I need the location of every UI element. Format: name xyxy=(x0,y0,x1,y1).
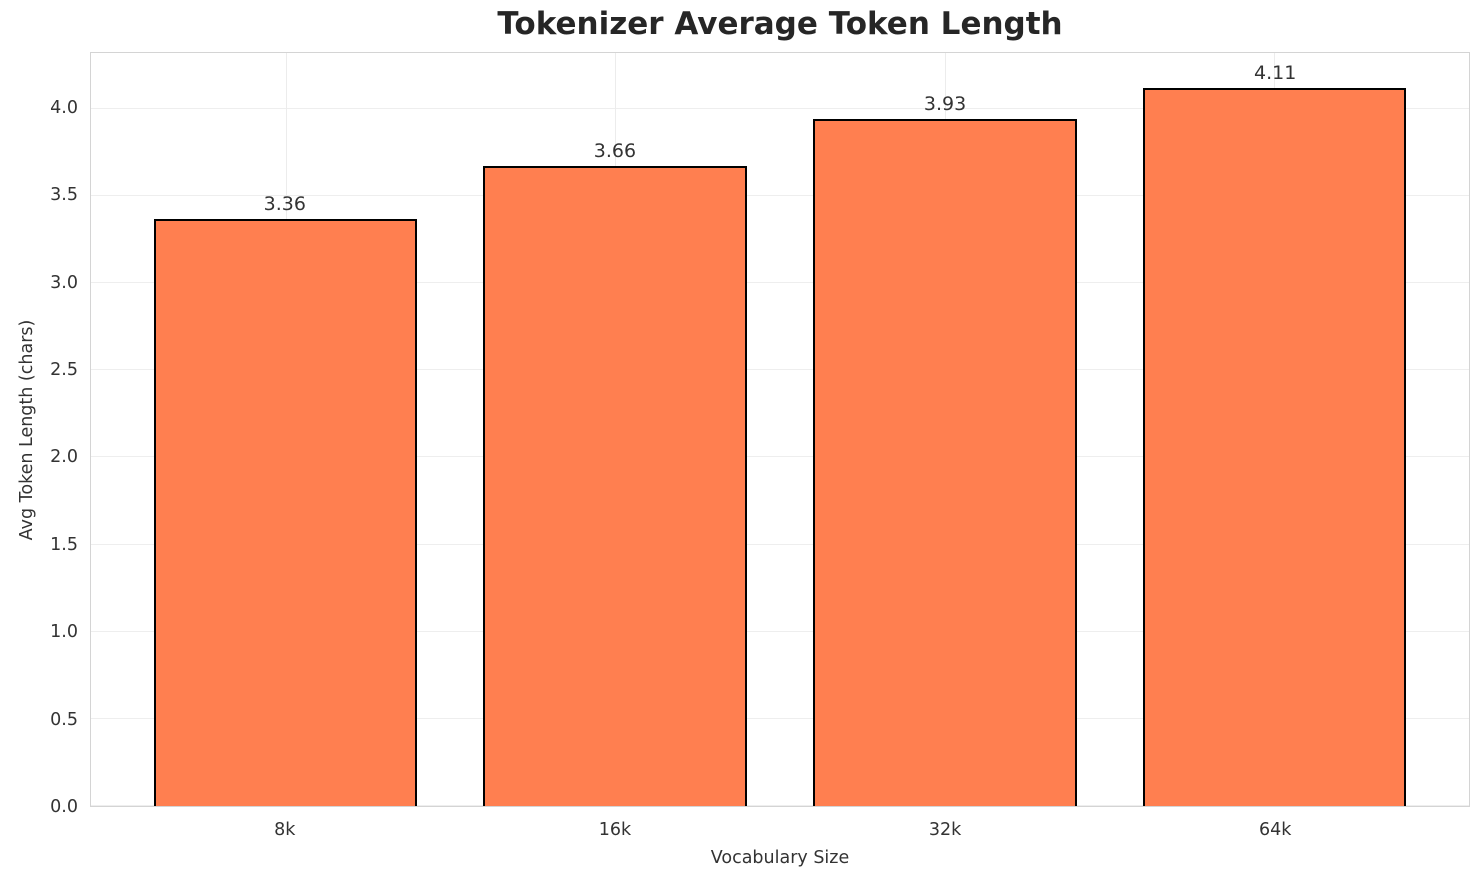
x-tick-label: 64k xyxy=(1259,820,1292,840)
y-tick-label: 3.5 xyxy=(50,185,78,206)
bar-8k xyxy=(153,218,418,806)
y-tick-label: 2.5 xyxy=(50,360,78,381)
y-gridline xyxy=(91,543,1469,545)
y-tick-label: 4.0 xyxy=(50,97,78,118)
y-gridline xyxy=(91,456,1469,458)
y-gridline xyxy=(91,107,1469,109)
y-gridline xyxy=(91,630,1469,632)
y-axis-label: Avg Token Length (chars) xyxy=(17,319,37,541)
y-tick-label: 1.5 xyxy=(50,534,78,555)
y-gridline xyxy=(91,805,1469,806)
x-tick-label: 16k xyxy=(598,820,632,840)
bar-64k xyxy=(1142,87,1407,806)
bar-value-label: 3.93 xyxy=(923,93,967,116)
x-tick-label: 32k xyxy=(928,820,962,840)
bar-value-label: 4.11 xyxy=(1254,61,1297,84)
plot-area xyxy=(90,52,1470,807)
y-gridline xyxy=(91,369,1469,371)
bar-16k xyxy=(483,166,748,806)
y-gridline xyxy=(91,282,1469,284)
bar-32k xyxy=(812,119,1077,806)
y-tick-label: 0.0 xyxy=(50,797,78,817)
y-tick-label: 1.0 xyxy=(50,622,78,643)
chart-title: Tokenizer Average Token Length xyxy=(497,6,1063,42)
bar-value-label: 3.36 xyxy=(263,192,306,215)
bar-value-label: 3.66 xyxy=(593,140,637,163)
y-tick-label: 3.0 xyxy=(50,272,78,293)
x-tick-label: 8k xyxy=(274,820,296,840)
y-gridline xyxy=(91,717,1469,719)
y-gridline xyxy=(91,194,1469,196)
x-axis-label: Vocabulary Size xyxy=(710,848,850,868)
y-tick-label: 2.0 xyxy=(50,447,78,468)
y-tick-label: 0.5 xyxy=(50,709,78,730)
